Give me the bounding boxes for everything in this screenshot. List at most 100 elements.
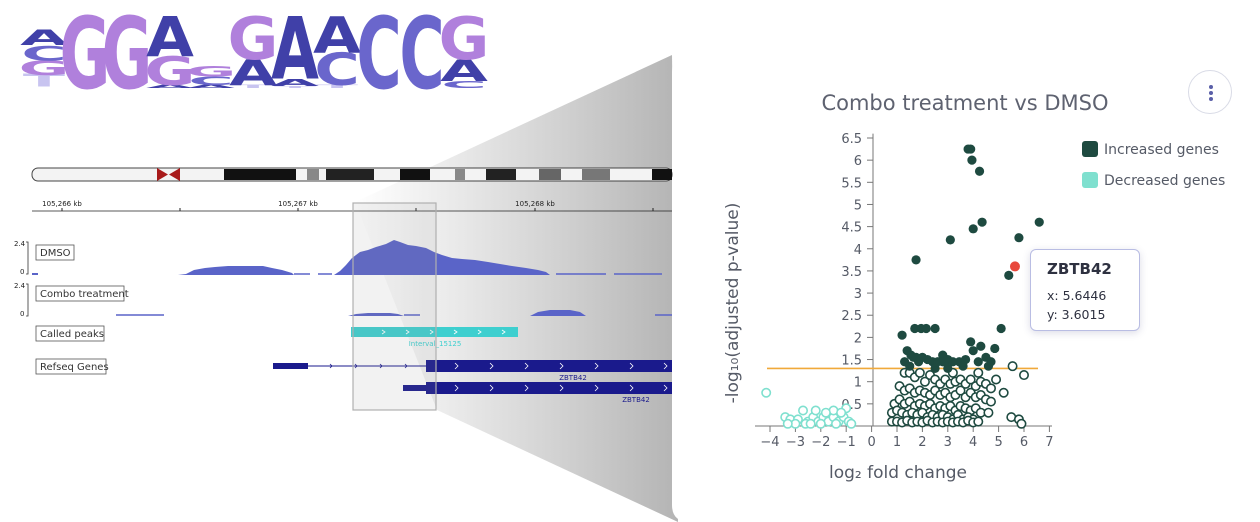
not-significant-point[interactable] [1018, 370, 1029, 381]
y-tick-label: 2.5 [841, 309, 862, 324]
legend-item-decreased[interactable]: Decreased genes [1082, 172, 1225, 189]
decreased-gene-point[interactable] [836, 407, 847, 418]
data-points [761, 144, 1044, 429]
increased-gene-point[interactable] [943, 363, 953, 373]
increased-gene-point[interactable] [977, 217, 987, 227]
increased-gene-point[interactable] [966, 337, 976, 347]
logo-letter: C [21, 42, 66, 65]
increased-gene-point[interactable] [911, 255, 921, 265]
track-label-combo[interactable]: Combo treatment [40, 289, 129, 300]
chart-menu-button[interactable] [1188, 70, 1232, 114]
logo-letter: G [439, 5, 490, 73]
increased-gene-point[interactable] [990, 343, 1000, 354]
increased-gene-point[interactable] [1014, 233, 1024, 243]
y-tick-label: 6 [854, 154, 862, 169]
not-significant-point[interactable] [1016, 418, 1027, 429]
x-tick-label: −3 [786, 435, 805, 450]
increased-gene-point[interactable] [968, 346, 978, 356]
not-significant-point[interactable] [965, 374, 976, 385]
logo-letter: C [356, 0, 401, 112]
increased-gene-point[interactable] [930, 363, 940, 373]
legend: Increased genes Decreased genes [1082, 141, 1225, 189]
decreased-gene-point[interactable] [831, 418, 842, 429]
x-tick-label: 0 [867, 435, 875, 450]
called-peak[interactable] [351, 327, 518, 337]
highlighted-gene-point[interactable] [1009, 261, 1020, 272]
y-axis-label: -log₁₀(adjusted p-value) [723, 203, 743, 404]
increased-gene-point[interactable] [996, 323, 1006, 334]
x-tick-label: 7 [1045, 435, 1053, 450]
increased-gene-point[interactable] [948, 357, 958, 367]
not-significant-point[interactable] [919, 376, 930, 387]
y-tick-label: 3 [854, 287, 862, 302]
decreased-gene-point[interactable] [810, 405, 821, 416]
decreased-gene-point[interactable] [815, 418, 826, 429]
y-tick-label: 1 [854, 376, 862, 391]
decreased-gene-point[interactable] [798, 405, 809, 416]
legend-item-increased[interactable]: Increased genes [1082, 141, 1219, 158]
peak-strand-arrows [381, 329, 506, 335]
not-significant-point[interactable] [991, 374, 1002, 385]
coordinate-label: 105,266 kb [42, 200, 82, 208]
not-significant-point[interactable] [955, 385, 966, 396]
not-significant-point[interactable] [983, 407, 994, 418]
point-tooltip: ZBTB42 x: 5.6446 y: 3.6015 [1030, 249, 1140, 331]
combo-signal-track [116, 310, 672, 316]
decreased-gene-point[interactable] [782, 418, 793, 429]
not-significant-point[interactable] [973, 367, 984, 378]
increased-gene-point[interactable] [968, 224, 978, 234]
y-tick-label: 5.5 [841, 176, 862, 191]
track-label-refseq[interactable]: Refseq Genes [40, 362, 109, 373]
increased-gene-point[interactable] [930, 323, 940, 334]
gene-model-2[interactable] [403, 382, 672, 394]
increased-gene-point[interactable] [938, 350, 948, 360]
increased-gene-point[interactable] [966, 144, 976, 154]
not-significant-point[interactable] [985, 383, 996, 394]
centromere-marker [157, 168, 168, 181]
not-significant-point[interactable] [985, 396, 996, 407]
tooltip-y: y: 3.6015 [1047, 307, 1106, 322]
increased-gene-point[interactable] [967, 155, 977, 165]
track-label-dmso[interactable]: DMSO [40, 248, 71, 259]
x-tick-label: 4 [969, 435, 977, 450]
not-significant-point[interactable] [914, 367, 925, 378]
kebab-dot [1209, 85, 1213, 89]
increased-gene-point[interactable] [976, 341, 986, 351]
not-significant-point[interactable] [1007, 361, 1018, 372]
increased-gene-point[interactable] [958, 361, 968, 371]
tooltip-x: x: 5.6446 [1047, 288, 1107, 303]
decreased-gene-point[interactable] [820, 407, 831, 418]
increased-gene-point[interactable] [1034, 217, 1044, 227]
increased-gene-point[interactable] [974, 166, 985, 176]
increased-gene-point[interactable] [921, 323, 931, 334]
x-tick-label: 5 [994, 435, 1002, 450]
decreased-gene-point[interactable] [761, 387, 772, 398]
decreased-gene-point[interactable] [805, 418, 816, 429]
x-tick-label: 1 [893, 435, 901, 450]
logo-letter: T [316, 84, 358, 89]
increased-gene-point[interactable] [910, 323, 920, 334]
increased-gene-point[interactable] [900, 357, 910, 367]
gene-model-1[interactable] [273, 360, 672, 372]
decreased-gene-point[interactable] [846, 418, 857, 429]
increased-gene-point[interactable] [986, 357, 996, 367]
y-tick-label: 4.5 [841, 221, 862, 236]
logo-letter: G [186, 64, 237, 80]
increased-gene-point[interactable] [945, 235, 955, 245]
gene-name-label: ZBTB42 [559, 374, 587, 382]
increased-gene-point[interactable] [897, 330, 907, 340]
zoom-region-box [352, 202, 437, 411]
not-significant-point[interactable] [973, 416, 984, 427]
logo-letter: A [271, 77, 319, 88]
track-label-peaks[interactable]: Called peaks [40, 329, 104, 340]
x-tick-label: 2 [918, 435, 926, 450]
peak-name: Interval_15125 [409, 340, 462, 348]
logo-letter: C [188, 74, 233, 88]
kebab-dot [1209, 97, 1213, 101]
increased-gene-point[interactable] [1004, 270, 1014, 280]
increased-gene-point[interactable] [973, 357, 983, 367]
logo-letter: A [229, 52, 277, 94]
x-tick-label: −1 [837, 435, 856, 450]
not-significant-point[interactable] [998, 387, 1009, 398]
y-tick-label: 3.5 [841, 265, 862, 280]
